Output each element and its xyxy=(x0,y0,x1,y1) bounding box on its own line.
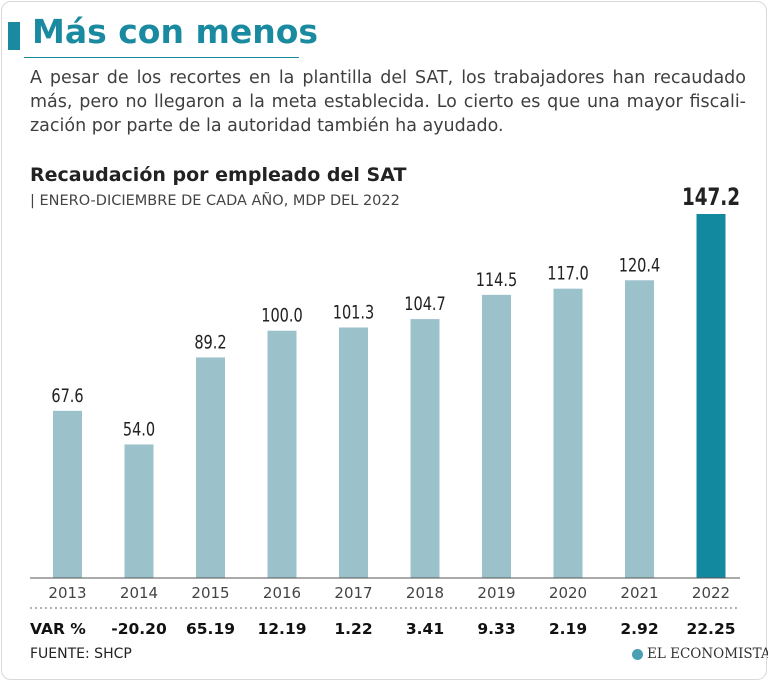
x-tick-2013: 2013 xyxy=(48,584,86,602)
title-underline xyxy=(24,57,299,58)
value-label-2016: 100.0 xyxy=(261,306,303,328)
var-value-2022: 22.25 xyxy=(686,620,736,638)
chart-subtitle: | ENERO-DICIEMBRE DE CADA AÑO, MDP DEL 2… xyxy=(30,193,400,209)
chart-title: Recaudación por empleado del SAT xyxy=(30,164,407,186)
var-value-2017: 1.22 xyxy=(334,620,373,638)
bar-2018 xyxy=(410,319,440,578)
bars-group xyxy=(53,214,726,578)
lead-paragraph: A pesar de los recortes en la plantilla … xyxy=(30,68,746,136)
x-ticks-group: 2013 2014 2015 2016 2017 2018 2019 2020 2021 2022 xyxy=(48,584,730,602)
var-value-2018: 3.41 xyxy=(405,620,445,638)
bar-2014 xyxy=(124,444,154,578)
value-label-2015: 89.2 xyxy=(194,332,226,354)
x-tick-2021: 2021 xyxy=(620,584,658,602)
bar-2020 xyxy=(553,288,583,578)
value-labels-group: 67.6 54.0 89.2 100.0 101.3 104.7 114.5 117.0 120… xyxy=(51,183,740,440)
value-label-2021: 120.4 xyxy=(619,255,661,277)
x-tick-2015: 2015 xyxy=(191,584,229,602)
bar-2016 xyxy=(267,330,297,578)
x-tick-2020: 2020 xyxy=(549,584,587,602)
var-value-2015: 65.19 xyxy=(185,620,236,638)
globe-icon xyxy=(632,648,643,660)
var-value-2019: 9.33 xyxy=(477,620,516,638)
x-tick-2019: 2019 xyxy=(477,584,515,602)
var-value-2014: -20.20 xyxy=(111,620,167,638)
value-label-2014: 54.0 xyxy=(123,419,155,441)
title-accent-bar xyxy=(8,22,20,50)
bar-2022 xyxy=(696,214,726,578)
infographic-title: Más con menos xyxy=(32,12,319,51)
bar-2019 xyxy=(482,294,511,578)
value-label-2018: 104.7 xyxy=(404,294,446,316)
value-label-2013: 67.6 xyxy=(51,386,83,408)
value-label-2019: 114.5 xyxy=(476,270,518,292)
source-note: FUENTE: SHCP xyxy=(30,646,132,662)
var-value-2016: 12.19 xyxy=(257,620,307,638)
bar-2021 xyxy=(625,280,654,578)
x-tick-2022: 2022 xyxy=(692,584,730,602)
x-tick-2016: 2016 xyxy=(263,584,301,602)
value-label-2017: 101.3 xyxy=(333,302,375,324)
x-tick-2014: 2014 xyxy=(120,584,158,602)
var-value-2020: 2.19 xyxy=(548,620,588,638)
bar-2013 xyxy=(53,410,82,578)
value-label-2022: 147.2 xyxy=(682,183,740,211)
var-value-2021: 2.92 xyxy=(620,620,659,638)
x-tick-2017: 2017 xyxy=(334,584,372,602)
bar-2015 xyxy=(196,357,225,578)
publisher-name: EL ECONOMISTA xyxy=(647,646,768,662)
var-row-label: VAR % xyxy=(30,620,86,638)
publisher-brand: EL ECONOMISTA xyxy=(632,646,768,662)
value-label-2020: 117.0 xyxy=(547,264,589,286)
bar-2017 xyxy=(339,327,368,578)
x-tick-2018: 2018 xyxy=(406,584,444,602)
